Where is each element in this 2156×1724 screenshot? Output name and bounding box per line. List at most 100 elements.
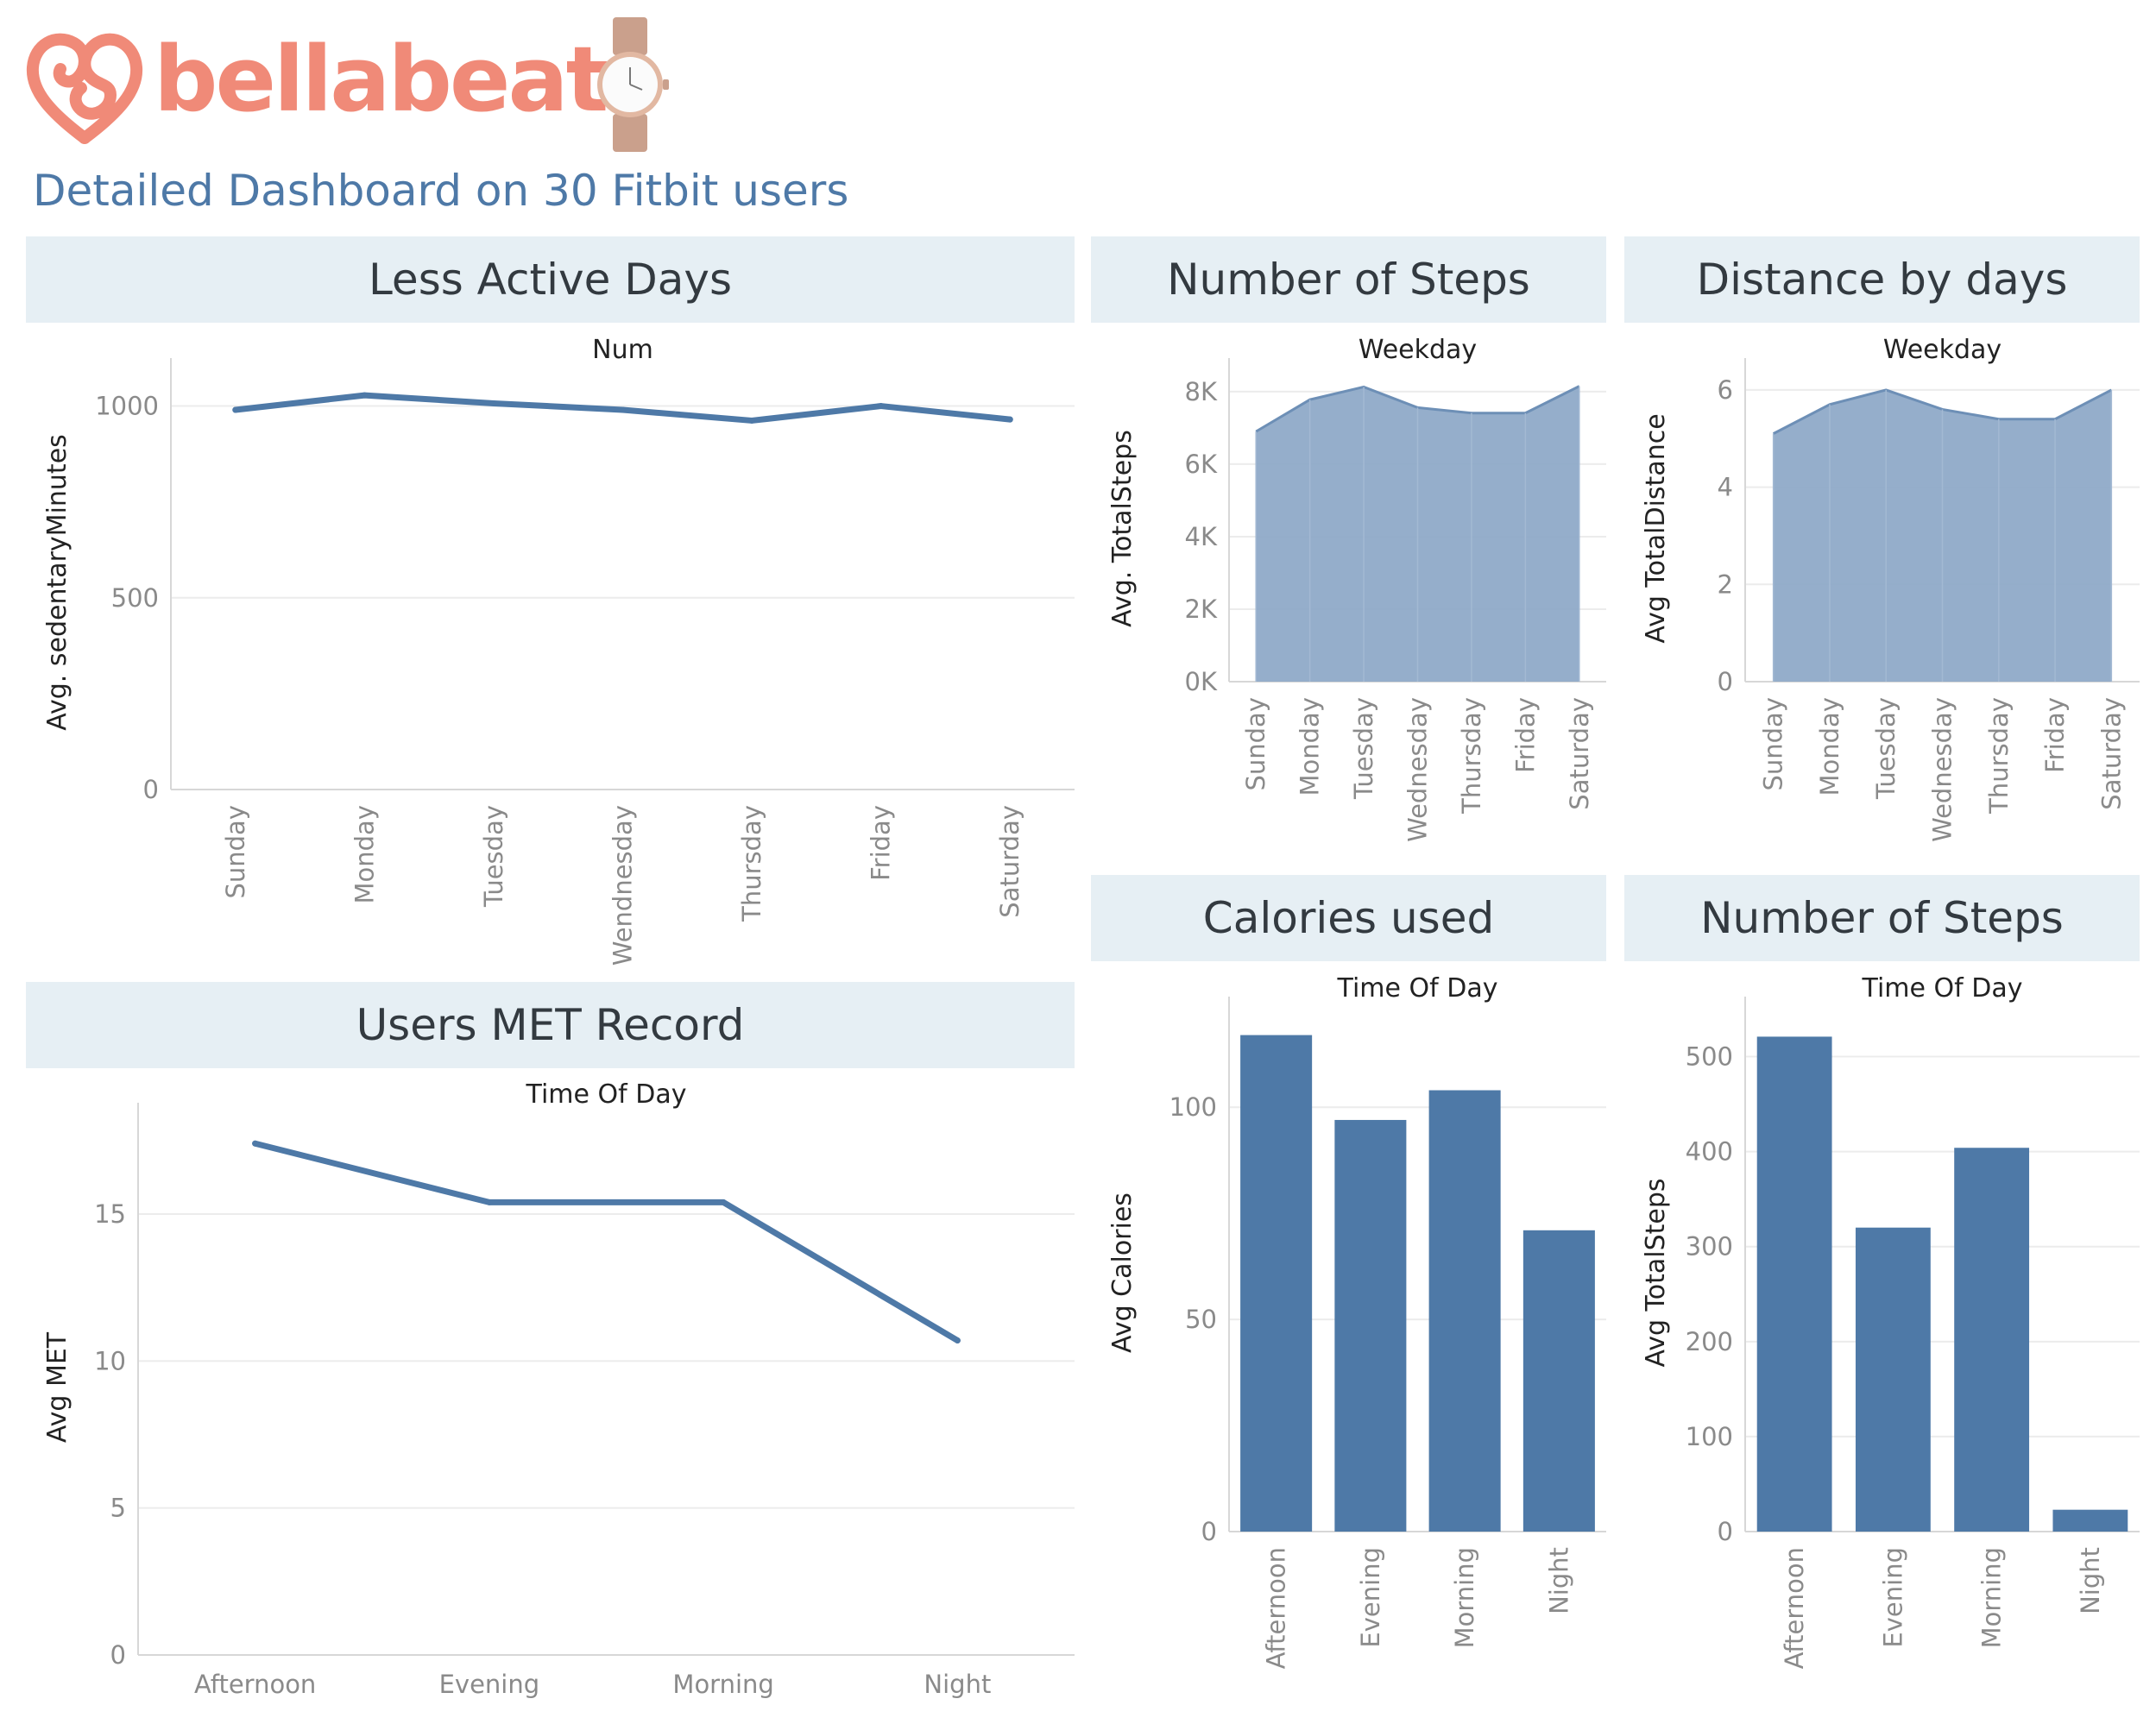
met-x-tick-label: Afternoon	[194, 1670, 316, 1699]
chart-users-met-record: Time Of Day Avg MET 0 5 10 15 Afternoon Evening…	[26, 1077, 1075, 1715]
chart-number-of-steps-time-of-day: Time Of Day Avg TotalSteps 0 100 200 300 400 50…	[1624, 971, 2140, 1715]
steps_weekday-y-axis-title: Avg. TotalSteps	[1107, 430, 1138, 627]
sedentary-point	[748, 417, 755, 424]
panel-header-number-of-steps-by-time: Number of Steps	[1624, 875, 2140, 961]
calories-x-tick-label: Night	[1544, 1547, 1573, 1614]
brand-name: bellabeat	[154, 27, 608, 132]
panel-header-less-active-days: Less Active Days	[26, 236, 1075, 323]
steps_weekday-y-tick-label: 8K	[1185, 377, 1218, 406]
steps_weekday-x-tick-label: Thursday	[1457, 697, 1486, 815]
distance-x-tick-label: Sunday	[1759, 697, 1788, 791]
calories-x-tick-label: Evening	[1356, 1547, 1385, 1648]
sedentary-point	[361, 392, 368, 399]
steps_tod-y-tick-label: 200	[1686, 1327, 1733, 1356]
bellabeat-logo: bellabeat	[24, 17, 680, 152]
distance-y-tick-label: 6	[1718, 375, 1733, 405]
met-x-tick-label: Morning	[672, 1670, 773, 1699]
sedentary-y-tick-label: 1000	[95, 392, 159, 421]
sedentary-x-tick-label: Saturday	[995, 805, 1024, 918]
panel-header-distance-by-days: Distance by days	[1624, 236, 2140, 323]
dashboard-title: Detailed Dashboard on 30 Fitbit users	[33, 166, 849, 216]
steps_tod-y-axis-title: Avg TotalSteps	[1641, 1178, 1671, 1367]
steps_tod-bar	[1954, 1148, 2030, 1532]
calories-bar	[1334, 1119, 1407, 1532]
met-y-tick-label: 10	[94, 1346, 126, 1375]
distance-x-tick-label: Thursday	[1984, 697, 2014, 815]
met-point	[486, 1199, 493, 1205]
steps_tod-y-tick-label: 0	[1718, 1517, 1733, 1546]
panel-header-users-met-record: Users MET Record	[26, 982, 1075, 1068]
steps_tod-y-tick-label: 400	[1686, 1137, 1733, 1167]
sedentary-point	[1006, 416, 1013, 423]
steps_tod-y-tick-label: 100	[1686, 1422, 1733, 1451]
distance-y-tick-label: 2	[1718, 569, 1733, 599]
sedentary-svg: Num Avg. sedentaryMinutes 0 500 1000 Sunday Mo…	[42, 335, 1075, 966]
sedentary-x-tick-label: Tuesday	[479, 805, 508, 908]
distance-x-axis-title: Weekday	[1883, 335, 2002, 365]
steps_tod-x-tick-label: Evening	[1878, 1547, 1907, 1648]
met-y-axis-title: Avg MET	[42, 1331, 72, 1443]
met-point	[252, 1140, 259, 1147]
steps_tod-y-tick-label: 500	[1686, 1042, 1733, 1072]
distance-svg: Weekday Avg TotalDistance 0 2 4 6 Sunday Monday…	[1641, 335, 2140, 842]
steps_tod-x-axis-title: Time Of Day	[1862, 973, 2023, 1004]
distance-x-tick-label: Tuesday	[1871, 697, 1901, 800]
sedentary-y-tick-label: 500	[111, 583, 159, 613]
sedentary-y-tick-label: 0	[143, 775, 159, 804]
heart-logo-icon	[26, 33, 143, 144]
steps_weekday-y-tick-label: 6K	[1185, 450, 1218, 479]
steps_tod-x-tick-label: Afternoon	[1780, 1547, 1809, 1669]
met-y-tick-label: 5	[110, 1494, 126, 1523]
distance-y-axis-title: Avg TotalDistance	[1641, 413, 1671, 643]
calories-bar	[1522, 1230, 1595, 1532]
calories-x-tick-label: Morning	[1450, 1547, 1479, 1648]
sedentary-point	[878, 403, 885, 410]
steps_weekday-x-tick-label: Wednesday	[1403, 697, 1433, 842]
steps_weekday-x-tick-label: Sunday	[1241, 697, 1270, 791]
steps_weekday-x-tick-label: Saturday	[1565, 697, 1594, 810]
steps_weekday-y-tick-label: 4K	[1185, 522, 1218, 551]
steps_tod-bar	[2052, 1509, 2128, 1532]
met-y-tick-label: 15	[94, 1199, 126, 1229]
sedentary-x-tick-label: Thursday	[737, 805, 766, 922]
sedentary-x-tick-label: Sunday	[221, 805, 250, 899]
steps_weekday-x-tick-label: Tuesday	[1349, 697, 1378, 800]
steps_tod-x-tick-label: Morning	[1977, 1547, 2007, 1648]
steps_tod-bar	[1855, 1227, 1931, 1532]
distance-x-tick-label: Monday	[1815, 697, 1844, 796]
steps_weekday-y-tick-label: 0K	[1185, 667, 1218, 696]
chart-calories-used: Time Of Day Avg Calories 0 50 100 Afternoon Ev…	[1091, 971, 1606, 1715]
sedentary-x-tick-label: Wendnesday	[608, 805, 638, 966]
met-svg: Time Of Day Avg MET 0 5 10 15 Afternoon Evening…	[42, 1079, 1075, 1699]
met-x-tick-label: Evening	[439, 1670, 540, 1699]
panel-header-number-of-steps: Number of Steps	[1091, 236, 1606, 323]
calories-y-tick-label: 50	[1185, 1305, 1217, 1334]
calories-x-tick-label: Afternoon	[1262, 1547, 1291, 1669]
chart-less-active-days: Num Avg. sedentaryMinutes 0 500 1000 Sunday Mo…	[26, 332, 1075, 971]
chart-distance-by-days: Weekday Avg TotalDistance 0 2 4 6 Sunday Monday…	[1624, 332, 2140, 859]
steps_weekday-x-tick-label: Monday	[1295, 697, 1325, 796]
met-y-tick-label: 0	[110, 1640, 126, 1670]
steps_weekday-x-tick-label: Friday	[1510, 697, 1540, 773]
met-point	[720, 1199, 727, 1205]
sedentary-point	[490, 400, 497, 406]
sedentary-x-tick-label: Monday	[350, 805, 379, 904]
distance-x-tick-label: Friday	[2040, 697, 2070, 773]
calories-y-tick-label: 100	[1169, 1092, 1217, 1122]
calories-y-tick-label: 0	[1201, 1517, 1217, 1546]
calories-x-axis-title: Time Of Day	[1337, 973, 1498, 1004]
steps_weekday-y-tick-label: 2K	[1185, 595, 1218, 624]
steps_tod-y-tick-label: 300	[1686, 1232, 1733, 1262]
steps_tod-svg: Time Of Day Avg TotalSteps 0 100 200 300 400 50…	[1641, 973, 2140, 1669]
panel-header-calories-used: Calories used	[1091, 875, 1606, 961]
calories-svg: Time Of Day Avg Calories 0 50 100 Afternoon Ev…	[1107, 973, 1606, 1669]
steps_tod-bar	[1756, 1036, 1832, 1532]
calories-bar	[1428, 1090, 1501, 1532]
met-x-tick-label: Night	[924, 1670, 991, 1699]
calories-y-axis-title: Avg Calories	[1107, 1192, 1138, 1353]
sedentary-y-axis-title: Avg. sedentaryMinutes	[42, 434, 72, 731]
distance-y-tick-label: 0	[1718, 667, 1733, 696]
steps_weekday-svg: Weekday Avg. TotalSteps 0K 2K 4K 6K 8K Sunday Mo…	[1107, 335, 1606, 842]
steps_tod-x-tick-label: Night	[2076, 1547, 2105, 1614]
sedentary-x-axis-title: Num	[592, 335, 653, 365]
